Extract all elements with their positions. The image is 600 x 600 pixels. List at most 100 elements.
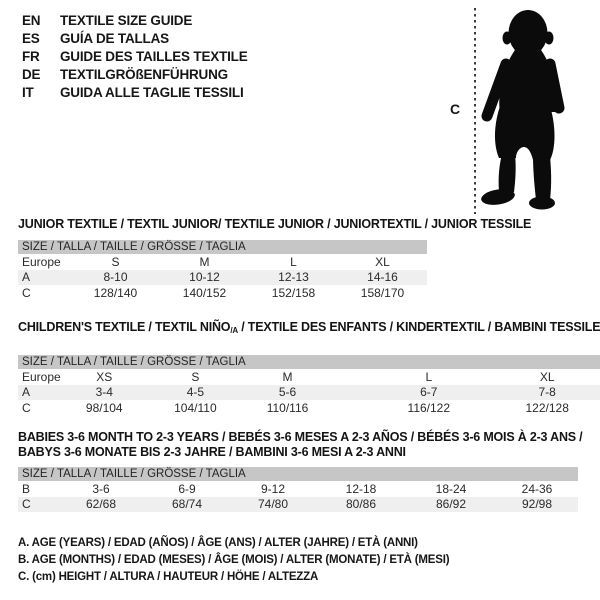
children-table-title: CHILDREN'S TEXTILE / TEXTIL NIÑO/A / TEX… bbox=[18, 320, 600, 338]
size-value-cell: 10-12 bbox=[189, 270, 220, 285]
language-row: DE TEXTILGRÖßENFÜHRUNG bbox=[22, 66, 248, 84]
size-value-cell bbox=[569, 369, 600, 385]
size-value-cell: 158/170 bbox=[360, 285, 405, 300]
row-label-cell: B bbox=[22, 481, 31, 496]
language-code: DE bbox=[22, 67, 41, 82]
junior-size-table: SIZE / TALLA / TAILLE / GRÖSSE / TAGLIA … bbox=[18, 240, 427, 301]
size-value-cell: 68/74 bbox=[171, 497, 203, 512]
language-row: FR GUIDE DES TAILLES TEXTILE bbox=[22, 48, 248, 66]
size-value-cell: L bbox=[290, 254, 297, 269]
language-title: TEXTILE SIZE GUIDE bbox=[60, 13, 193, 28]
size-value-cell: 12-13 bbox=[278, 270, 309, 285]
babies-textile-section: BABIES 3-6 MONTH TO 2-3 YEARS / BEBÉS 3-… bbox=[18, 430, 583, 512]
size-value-cell: M bbox=[199, 254, 210, 269]
language-title: GUIDA ALLE TAGLIE TESSILI bbox=[60, 85, 244, 100]
table-row: C 128/140 140/152 152/158 158/170 bbox=[18, 285, 427, 301]
size-value-cell: 98/104 bbox=[85, 400, 123, 415]
row-label-cell: A bbox=[22, 385, 31, 400]
footnote-line: C. (cm) HEIGHT / ALTURA / HAUTEUR / HÖHE… bbox=[18, 571, 319, 583]
language-row: ES GUÍA DE TALLAS bbox=[22, 30, 248, 48]
table-row: C 62/68 68/74 74/80 80/86 86/92 92/98 bbox=[18, 496, 578, 512]
size-value-cell: 116/122 bbox=[407, 400, 451, 415]
language-list: EN TEXTILE SIZE GUIDE ES GUÍA DE TALLAS FR GU… bbox=[22, 12, 248, 102]
language-code: EN bbox=[22, 13, 41, 28]
size-header-row: SIZE / TALLA / TAILLE / GRÖSSE / TAGLIA bbox=[18, 467, 578, 481]
height-measure-dotted-line bbox=[474, 8, 476, 214]
row-label-cell: Europe bbox=[22, 254, 61, 269]
junior-table-title-text: JUNIOR TEXTILE / TEXTIL JUNIOR/ TEXTILE … bbox=[18, 217, 532, 231]
size-value-cell: XL bbox=[539, 369, 555, 384]
size-header-label: SIZE / TALLA / TAILLE / GRÖSSE / TAGLIA bbox=[22, 356, 246, 368]
size-value-cell bbox=[569, 400, 600, 416]
size-value-cell: 62/68 bbox=[85, 497, 117, 512]
size-value-cell: 14-16 bbox=[367, 270, 398, 285]
size-value-cell: S bbox=[111, 254, 120, 269]
table-row: A 8-10 10-12 12-13 14-16 bbox=[18, 269, 427, 285]
row-label-cell: A bbox=[22, 270, 31, 285]
size-value-cell: 7-8 bbox=[538, 385, 556, 400]
size-value-cell: 18-24 bbox=[435, 481, 467, 496]
junior-table-title: JUNIOR TEXTILE / TEXTIL JUNIOR/ TEXTILE … bbox=[18, 217, 531, 232]
table-row: A 3-4 4-5 5-6 6-7 7-8 bbox=[18, 384, 600, 401]
size-header-label: SIZE / TALLA / TAILLE / GRÖSSE / TAGLIA bbox=[22, 468, 246, 480]
size-value-cell: 12-18 bbox=[345, 481, 377, 496]
size-value-cell: 6-7 bbox=[420, 385, 438, 400]
language-code: FR bbox=[22, 49, 40, 64]
size-value-cell: 5-6 bbox=[278, 385, 297, 400]
size-value-cell: 74/80 bbox=[257, 497, 289, 512]
language-title: GUÍA DE TALLAS bbox=[60, 31, 169, 46]
table-row: Europe S M L XL bbox=[18, 254, 427, 270]
row-label-cell: Europe bbox=[22, 369, 61, 384]
size-value-cell: M bbox=[282, 369, 293, 384]
size-value-cell: XL bbox=[375, 254, 390, 269]
junior-textile-section: JUNIOR TEXTILE / TEXTIL JUNIOR/ TEXTILE … bbox=[18, 217, 531, 301]
size-value-cell: 24-36 bbox=[521, 481, 553, 496]
row-label-cell: C bbox=[22, 497, 31, 512]
table-row: C 98/104 104/110 110/116 116/122 122/128 bbox=[18, 400, 600, 416]
size-value-cell: 4-5 bbox=[186, 385, 205, 400]
footnote-legend: A. AGE (YEARS) / EDAD (AÑOS) / ÂGE (ANS)… bbox=[18, 535, 450, 586]
size-value-cell: 152/158 bbox=[271, 285, 316, 300]
language-row: IT GUIDA ALLE TAGLIE TESSILI bbox=[22, 84, 248, 102]
size-value-cell: 104/110 bbox=[174, 400, 217, 415]
row-label-cell: C bbox=[22, 285, 31, 300]
language-code: ES bbox=[22, 31, 40, 46]
language-title: GUIDE DES TAILLES TEXTILE bbox=[60, 49, 248, 64]
size-header-label: SIZE / TALLA / TAILLE / GRÖSSE / TAGLIA bbox=[22, 241, 246, 253]
size-value-cell: L bbox=[425, 369, 433, 384]
babies-table-title-line2: BABYS 3-6 MONATE BIS 2-3 JAHRE / BAMBINI… bbox=[18, 445, 406, 459]
children-textile-section: CHILDREN'S TEXTILE / TEXTIL NIÑO/A / TEX… bbox=[18, 320, 600, 416]
size-value-cell: 8-10 bbox=[103, 270, 128, 285]
size-value-cell: 3-6 bbox=[92, 481, 110, 496]
size-value-cell: 92/98 bbox=[521, 497, 553, 512]
height-measure-label: C bbox=[450, 101, 461, 117]
language-title: TEXTILGRÖßENFÜHRUNG bbox=[60, 67, 228, 82]
footnote-line: B. AGE (MONTHS) / EDAD (MESES) / ÂGE (MO… bbox=[18, 554, 450, 566]
footnote-line: A. AGE (YEARS) / EDAD (AÑOS) / ÂGE (ANS)… bbox=[18, 537, 418, 549]
size-value-cell: 3-4 bbox=[95, 385, 113, 400]
size-value-cell: 140/152 bbox=[182, 285, 227, 300]
language-row: EN TEXTILE SIZE GUIDE bbox=[22, 12, 248, 30]
row-label-cell: C bbox=[22, 400, 31, 415]
children-table-title-post: / TEXTILE DES ENFANTS / KINDERTEXTIL / B… bbox=[237, 320, 600, 334]
size-value-cell: 122/128 bbox=[525, 400, 569, 415]
table-row: Europe XS S M L XL bbox=[18, 369, 600, 385]
baby-height-figure: C bbox=[444, 4, 594, 216]
size-value-cell: 6-9 bbox=[178, 481, 196, 496]
children-table-title-sub: /A bbox=[230, 326, 238, 335]
babies-table-title-line1: BABIES 3-6 MONTH TO 2-3 YEARS / BEBÉS 3-… bbox=[18, 430, 583, 444]
size-value-cell: S bbox=[191, 369, 200, 384]
size-value-cell: 86/92 bbox=[435, 497, 467, 512]
size-value-cell: XS bbox=[96, 369, 113, 384]
size-header-row: SIZE / TALLA / TAILLE / GRÖSSE / TAGLIA bbox=[18, 240, 427, 254]
size-header-row: SIZE / TALLA / TAILLE / GRÖSSE / TAGLIA bbox=[18, 355, 600, 369]
size-value-cell: 9-12 bbox=[260, 481, 286, 496]
babies-table-title: BABIES 3-6 MONTH TO 2-3 YEARS / BEBÉS 3-… bbox=[18, 430, 583, 460]
table-row: B 3-6 6-9 9-12 12-18 18-24 24-36 bbox=[18, 481, 578, 497]
children-size-table: SIZE / TALLA / TAILLE / GRÖSSE / TAGLIA … bbox=[18, 355, 600, 416]
language-code: IT bbox=[22, 85, 34, 100]
size-value-cell bbox=[569, 385, 600, 401]
baby-silhouette-icon bbox=[481, 10, 565, 210]
babies-size-table: SIZE / TALLA / TAILLE / GRÖSSE / TAGLIA … bbox=[18, 467, 578, 512]
size-value-cell: 110/116 bbox=[266, 400, 309, 415]
